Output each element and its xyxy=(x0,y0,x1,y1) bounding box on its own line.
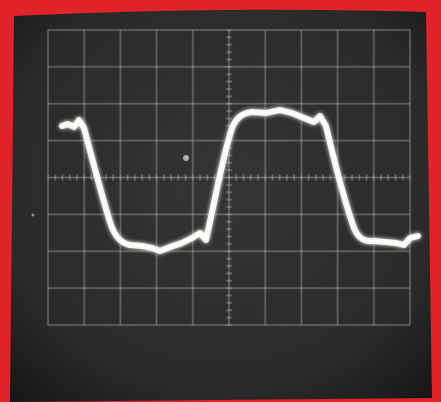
screen-dot-left xyxy=(31,213,35,217)
waveform-trace xyxy=(59,107,421,254)
screen-panel xyxy=(10,9,432,402)
screen-dot xyxy=(183,155,189,161)
